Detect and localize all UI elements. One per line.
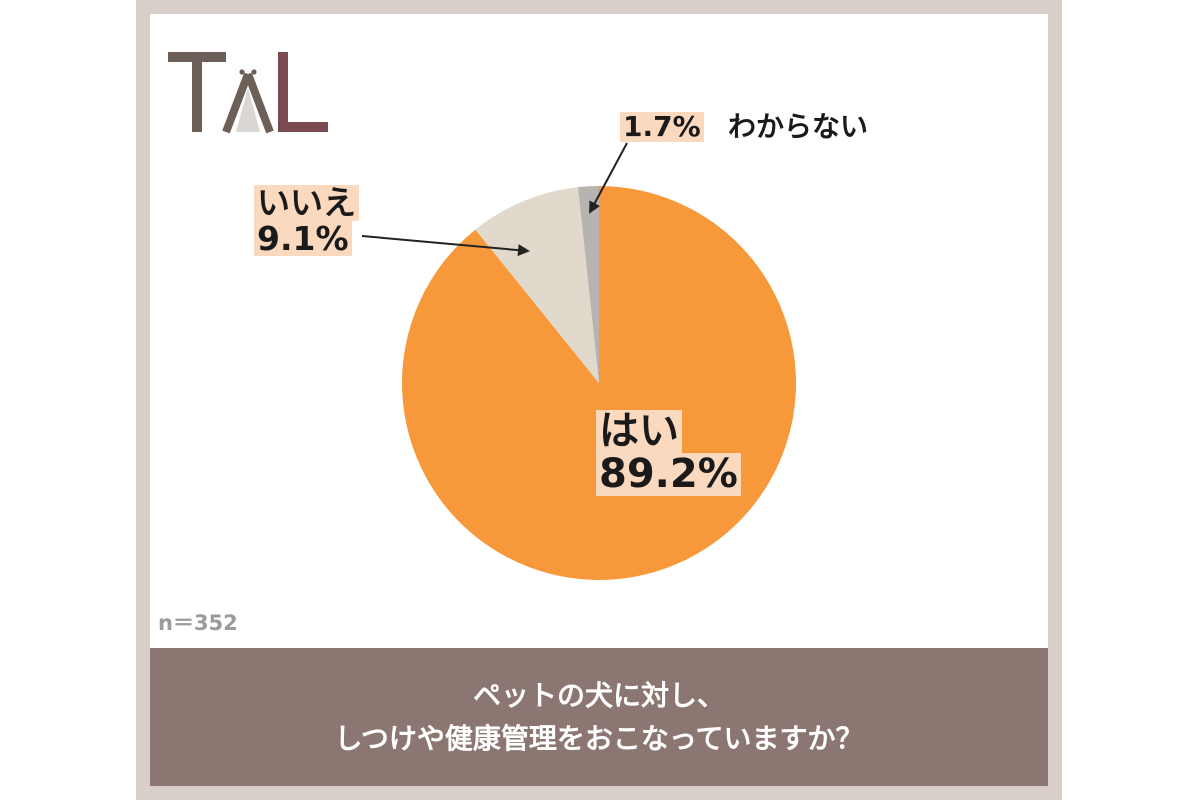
slice-label-no: いいえ 9.1%	[254, 185, 359, 257]
slice-value-yes: 89.2%	[596, 452, 741, 497]
slice-category-unknown: わからない	[728, 110, 869, 143]
pie-slice-no	[475, 187, 599, 383]
slice-category-no: いいえ	[254, 185, 359, 221]
no-leader-arrow	[361, 235, 530, 257]
slice-value-unknown-wrap: 1.7%	[620, 111, 704, 143]
tal-logo	[168, 52, 328, 134]
question-banner: ペットの犬に対し、 しつけや健康管理をおこなっていますか？	[150, 648, 1048, 786]
unknown-leader-arrow	[589, 142, 628, 214]
slice-category-yes: はい	[596, 409, 682, 454]
slice-label-yes: はい 89.2%	[596, 409, 741, 497]
question-line-1: ペットの犬に対し、	[472, 678, 725, 712]
question-line-2: しつけや健康管理をおこなっていますか？	[334, 722, 864, 755]
slice-value-unknown: 1.7%	[620, 111, 704, 143]
pie-slice-unknown	[577, 186, 599, 383]
slice-value-no: 9.1%	[254, 220, 352, 257]
sample-size: n＝352	[158, 611, 238, 635]
